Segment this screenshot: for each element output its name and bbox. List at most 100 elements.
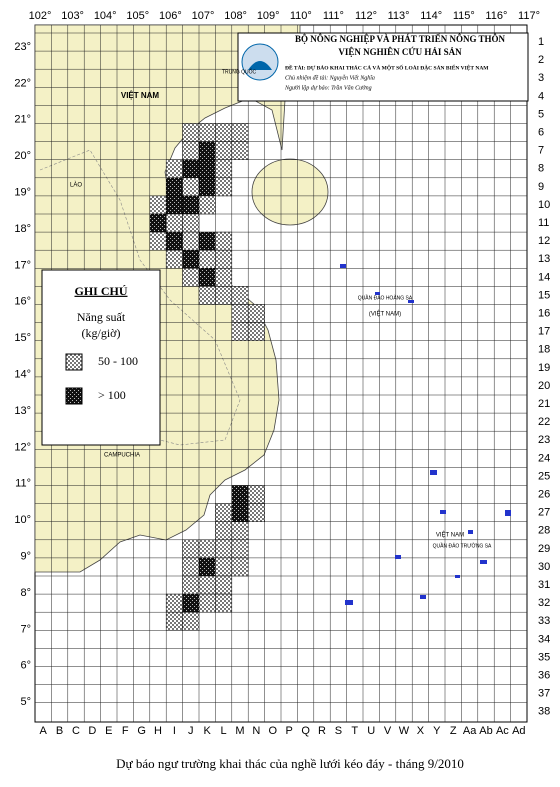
shaded-cell [198,123,216,142]
shaded-cell [215,249,233,269]
latitude-label: 20° [14,150,31,162]
shaded-cell [165,593,183,613]
row-label: 28 [538,525,550,537]
shaded-cell [182,249,200,269]
shaded-cell [198,593,216,613]
row-label: 18 [538,344,550,356]
longitude-label: 112° [355,10,377,22]
longitude-label: 116° [485,10,507,22]
shaded-cell [231,539,249,559]
column-label: U [367,725,375,737]
row-label: 13 [538,253,550,265]
shaded-cell [198,231,216,251]
shaded-cell [198,539,216,559]
longitude-label: 110° [290,10,312,22]
shaded-cell [198,286,216,305]
shaded-cell [231,521,249,541]
column-label: Z [450,725,457,737]
row-label: 15 [538,289,550,301]
shaded-cell [215,231,233,251]
shaded-cell [198,268,216,287]
row-label: 5 [538,108,544,120]
column-label: F [122,725,129,737]
shaded-cell [165,249,183,269]
shaded-cell [182,611,200,631]
shaded-cell [231,141,249,160]
latitude-label: 23° [14,41,31,53]
longitude-label: 109° [257,10,280,22]
shaded-cell [215,593,233,613]
column-label: H [154,725,162,737]
column-label: Aa [463,725,477,737]
shaded-cell [149,195,167,215]
column-label: Y [433,725,441,737]
legend-high: > 100 [98,388,126,402]
column-label: X [417,725,425,737]
row-label: 32 [538,597,550,609]
longitude-label: 115° [453,10,475,22]
shaded-cell [198,575,216,595]
longitude-label: 114° [420,10,442,22]
longitude-label: 113° [388,10,410,22]
longitude-label: 111° [323,10,344,22]
latitude-label: 18° [14,223,31,235]
label-spratly: QUẦN ĐẢO TRƯỜNG SA [433,542,492,549]
shaded-cell [182,177,200,197]
legend-title: GHI CHÚ [74,284,127,298]
shaded-cell [165,195,183,215]
shaded-cell [215,539,233,559]
latitude-label: 22° [14,77,31,89]
column-label: L [221,725,227,737]
legend-medium: 50 - 100 [98,354,138,368]
latitude-label: 16° [14,296,31,308]
shaded-cell [215,268,233,287]
shaded-cells [149,123,265,631]
row-label: 33 [538,615,550,627]
latitude-label: 21° [14,114,31,126]
row-label: 1 [538,36,544,48]
shaded-cell [198,159,216,179]
column-label: M [235,725,244,737]
shaded-cell [182,123,200,142]
shaded-cell [247,485,265,504]
row-label: 11 [538,217,549,229]
column-label: J [188,725,194,737]
row-label: 24 [538,452,550,464]
shaded-cell [182,557,200,577]
latitude-label: 15° [14,332,31,344]
label-china: TRUNG QUỐC [222,68,257,75]
row-label: 19 [538,362,550,374]
shaded-cell [215,286,233,305]
row-label: 12 [538,235,550,247]
legend-unit: (kg/giờ) [81,326,120,340]
column-label: S [335,725,342,737]
shaded-cell [165,159,183,179]
shaded-cell [231,503,249,522]
column-label: B [56,725,63,737]
column-label: A [40,725,48,737]
header-ministry: BỘ NÔNG NGHIỆP VÀ PHÁT TRIỂN NÔNG THÔN [295,34,506,44]
column-label: N [252,725,260,737]
row-label: 35 [538,651,550,663]
shaded-cell [182,539,200,559]
row-label: 9 [538,181,544,193]
column-label: Ab [479,725,492,737]
longitude-label: 117° [518,10,540,22]
legend-subtitle: Năng suất [77,310,126,324]
row-label: 10 [538,199,550,211]
column-label: G [137,725,146,737]
row-label: 2 [538,54,544,66]
row-label: 37 [538,688,550,700]
label-spratly-country: VIỆT NAM [436,531,464,539]
row-label: 36 [538,669,550,681]
column-label: T [351,725,358,737]
shaded-cell [231,557,249,577]
shaded-cell [165,213,183,233]
shaded-cell [247,503,265,522]
row-label: 17 [538,326,550,338]
longitude-label: 104° [94,10,117,22]
row-label: 27 [538,507,550,519]
axis-labels: A B C D E F G H I J K L M N O P Q R S T U V W X Y Z Aa Ab Ac Ad123456… [14,10,550,737]
row-label: 30 [538,561,550,573]
